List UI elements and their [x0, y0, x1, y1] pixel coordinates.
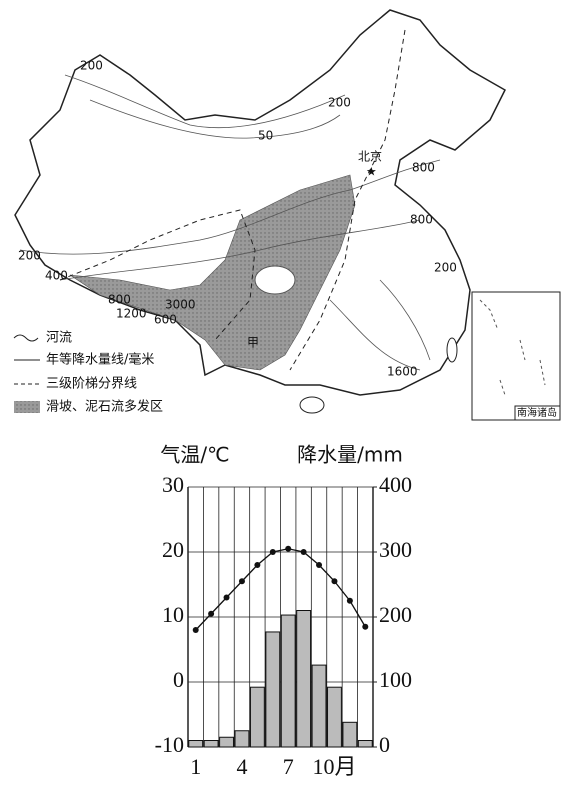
y2-tick-label: 300 — [379, 537, 412, 562]
hainan — [299, 396, 325, 414]
temp-line — [195, 548, 366, 631]
precip-bar — [219, 736, 234, 748]
precip-bar — [296, 610, 312, 748]
temp-point — [208, 610, 215, 617]
legend-label: 三级阶梯分界线 — [46, 377, 137, 392]
precip-bar — [311, 664, 327, 748]
hazard-area — [69, 174, 356, 371]
temp-point — [223, 594, 230, 601]
y-tick-label: 30 — [162, 472, 184, 497]
y-axis-title: 气温/℃ — [160, 443, 229, 467]
temp-point — [192, 627, 199, 633]
beijing-star: ★ — [366, 165, 377, 179]
y2-tick-label: 0 — [379, 732, 390, 757]
map-label: 800 — [108, 293, 131, 307]
isolines — [19, 74, 441, 371]
inset-caption: 南海诸岛 — [517, 406, 557, 419]
precip-bar — [188, 740, 204, 748]
map-label: 400 — [45, 269, 68, 283]
map-label: 1600 — [387, 365, 418, 379]
temp-point — [300, 549, 307, 555]
y-tick-label: 10 — [162, 602, 184, 627]
map-label: 北京 — [358, 150, 382, 164]
temp-point — [316, 562, 323, 568]
precip-bar — [327, 686, 342, 748]
y-tick-label: -10 — [155, 732, 184, 757]
precip-bar — [249, 686, 265, 748]
legend-label: 年等降水量线/毫米 — [46, 352, 154, 368]
x-tick-label: 7 — [283, 754, 294, 779]
inset-lines — [479, 299, 546, 396]
precip-bar — [234, 730, 250, 748]
map-label: 甲 — [247, 336, 259, 350]
legend-hazard — [14, 401, 40, 413]
temp-point — [238, 578, 245, 585]
temp-point — [254, 562, 261, 568]
map-label: 50 — [258, 129, 273, 143]
x-tick-label: 1 — [190, 754, 201, 779]
map-label: 1200 — [116, 307, 147, 321]
precip-bar — [280, 614, 296, 748]
precip-bar — [265, 631, 281, 748]
y2-tick-label: 200 — [379, 602, 412, 627]
step-lines — [59, 29, 406, 371]
map-label: 200 — [328, 96, 351, 110]
precip-bar — [342, 721, 358, 748]
map-label: 200 — [434, 261, 457, 275]
temp-point — [285, 545, 292, 552]
map-label: 200 — [80, 59, 103, 73]
y2-tick-label: 100 — [379, 667, 412, 692]
y-tick-label: 20 — [162, 537, 184, 562]
map: 200 200 50 北京 ★ 800 800 200 200 400 800 … — [13, 9, 561, 421]
y-tick-label: 0 — [173, 667, 184, 692]
temp-point — [331, 578, 338, 585]
legend-label: 滑坡、泥石流多发区 — [46, 399, 163, 415]
basin — [254, 265, 296, 295]
map-label: 800 — [410, 213, 433, 227]
map-label: 200 — [18, 249, 41, 263]
legend-label: 河流 — [46, 331, 72, 346]
y2-tick-label: 400 — [379, 472, 412, 497]
x-tick-label: 10月 — [312, 754, 356, 779]
precip-bar — [357, 740, 373, 748]
inset-box — [471, 291, 561, 421]
taiwan — [446, 337, 458, 363]
map-label: 3000 — [165, 298, 196, 312]
inset-caption-box — [514, 405, 561, 421]
temp-point — [362, 623, 369, 630]
temp-point — [346, 597, 353, 604]
map-label: 600 — [154, 313, 177, 327]
temp-point — [269, 549, 276, 555]
precip-bar — [203, 740, 219, 748]
y2-axis-title: 降水量/mm — [297, 443, 403, 467]
x-tick-label: 4 — [236, 754, 247, 779]
legend-river — [13, 334, 39, 342]
map-label: 800 — [412, 161, 435, 175]
